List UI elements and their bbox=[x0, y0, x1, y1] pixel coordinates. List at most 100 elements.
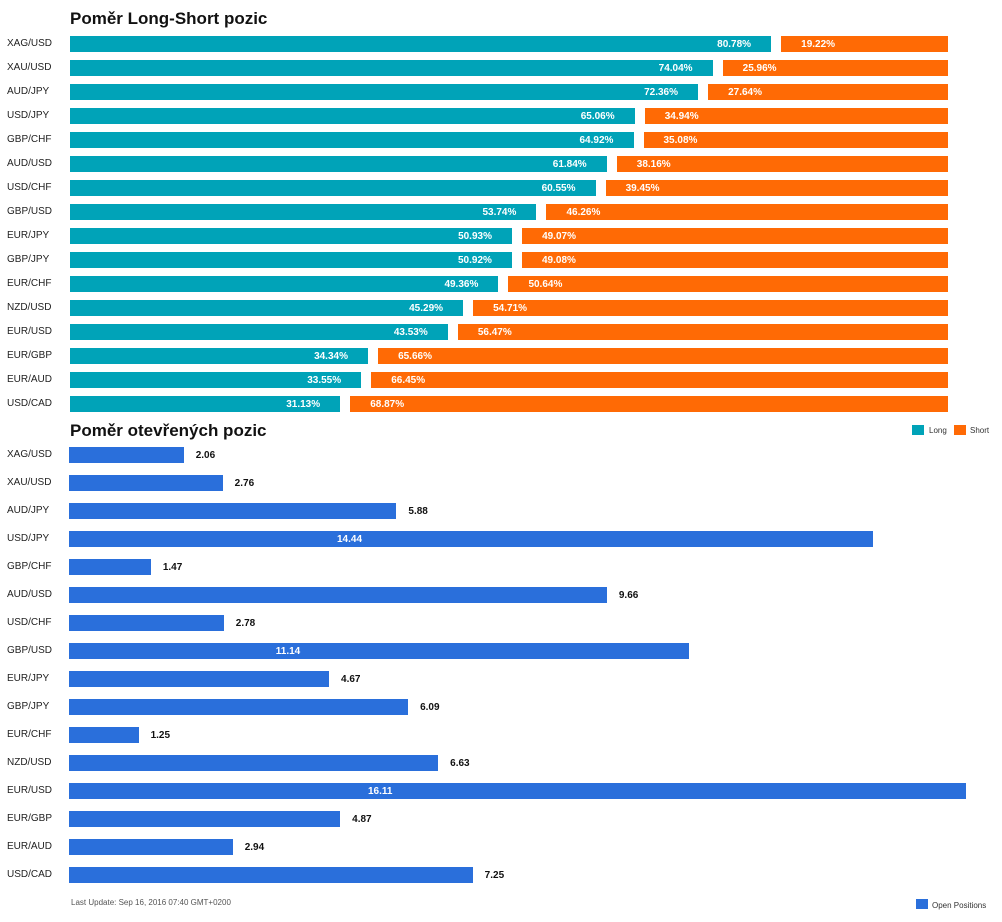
open-positions-value-label: 9.66 bbox=[618, 590, 639, 601]
open-positions-value-label: 14.44 bbox=[337, 534, 363, 545]
long-bar bbox=[70, 108, 635, 124]
short-value-label: 46.26% bbox=[566, 207, 601, 218]
category-label: GBP/CHF bbox=[7, 561, 52, 572]
open-positions-bar bbox=[69, 811, 341, 827]
category-label: USD/JPY bbox=[7, 533, 50, 544]
chart1-title: Poměr Long-Short pozic bbox=[70, 9, 268, 28]
long-value-label: 65.06% bbox=[580, 111, 615, 122]
short-value-label: 66.45% bbox=[391, 375, 426, 386]
short-value-label: 19.22% bbox=[801, 39, 836, 50]
open-positions-value-label: 6.09 bbox=[420, 702, 440, 713]
long-value-label: 33.55% bbox=[307, 375, 342, 386]
category-label: XAG/USD bbox=[7, 38, 53, 49]
long-value-label: 49.36% bbox=[444, 279, 479, 290]
long-value-label: 53.74% bbox=[482, 207, 517, 218]
short-bar bbox=[643, 132, 948, 148]
short-value-label: 49.08% bbox=[541, 255, 576, 266]
open-positions-bar bbox=[69, 531, 873, 547]
long-value-label: 50.92% bbox=[457, 255, 492, 266]
short-bar bbox=[350, 396, 948, 412]
long-bar bbox=[70, 372, 362, 388]
legend-short-label: Short bbox=[970, 426, 990, 435]
long-bar bbox=[70, 396, 341, 412]
short-value-label: 50.64% bbox=[528, 279, 563, 290]
short-value-label: 54.71% bbox=[493, 303, 528, 314]
category-label: GBP/JPY bbox=[7, 701, 50, 712]
short-bar bbox=[708, 84, 948, 100]
category-label: EUR/CHF bbox=[7, 729, 52, 740]
short-bar bbox=[616, 156, 948, 172]
open-positions-value-label: 6.63 bbox=[450, 758, 470, 769]
open-positions-value-label: 11.14 bbox=[275, 646, 301, 657]
category-label: USD/CAD bbox=[7, 869, 53, 880]
category-label: USD/CHF bbox=[7, 182, 52, 193]
long-bar bbox=[70, 348, 369, 364]
open-positions-value-label: 16.11 bbox=[368, 786, 393, 797]
short-value-label: 25.96% bbox=[742, 63, 777, 74]
open-positions-bar bbox=[69, 475, 223, 491]
category-label: EUR/USD bbox=[7, 326, 53, 337]
open-positions-value-label: 5.88 bbox=[408, 506, 428, 517]
long-bar bbox=[70, 300, 464, 316]
long-value-label: 61.84% bbox=[552, 159, 587, 170]
open-positions-bar bbox=[69, 839, 233, 855]
short-value-label: 68.87% bbox=[370, 399, 405, 410]
legend-long-label: Long bbox=[929, 426, 947, 435]
category-label: EUR/GBP bbox=[7, 350, 53, 361]
open-positions-bar bbox=[69, 559, 151, 575]
short-bar bbox=[546, 204, 948, 220]
category-label: NZD/USD bbox=[7, 302, 52, 313]
short-bar bbox=[522, 228, 948, 244]
short-value-label: 65.66% bbox=[398, 351, 432, 362]
open-positions-bar bbox=[69, 503, 397, 519]
open-positions-bar bbox=[69, 727, 139, 743]
open-positions-bar bbox=[69, 615, 224, 631]
open-positions-value-label: 2.76 bbox=[234, 478, 255, 489]
long-value-label: 74.04% bbox=[658, 63, 693, 74]
category-label: AUD/USD bbox=[7, 158, 53, 169]
long-bar bbox=[70, 180, 596, 196]
short-value-label: 27.64% bbox=[728, 87, 762, 98]
category-label: EUR/JPY bbox=[7, 673, 50, 684]
long-value-label: 72.36% bbox=[644, 87, 678, 98]
open-positions-value-label: 2.06 bbox=[195, 450, 216, 461]
category-label: USD/JPY bbox=[7, 110, 50, 121]
short-bar bbox=[644, 108, 948, 124]
short-bar bbox=[371, 372, 948, 388]
legend-short-swatch bbox=[954, 425, 966, 435]
category-label: EUR/GBP bbox=[7, 813, 53, 824]
short-bar bbox=[781, 36, 948, 52]
legend-open-swatch bbox=[916, 899, 928, 909]
category-label: EUR/USD bbox=[7, 785, 53, 796]
category-label: XAG/USD bbox=[7, 449, 53, 460]
long-bar bbox=[70, 324, 448, 340]
long-bar bbox=[70, 276, 499, 292]
open-positions-value-label: 1.47 bbox=[162, 562, 183, 573]
open-positions-bar bbox=[69, 447, 184, 463]
category-label: GBP/USD bbox=[7, 206, 53, 217]
short-bar bbox=[722, 60, 948, 76]
category-label: AUD/USD bbox=[7, 589, 53, 600]
open-positions-bar bbox=[69, 755, 439, 771]
open-positions-bar bbox=[69, 643, 690, 659]
long-value-label: 80.78% bbox=[717, 39, 752, 50]
open-positions-bar bbox=[69, 699, 409, 715]
long-bar bbox=[70, 156, 607, 172]
open-positions-bar bbox=[69, 671, 330, 687]
open-positions-value-label: 2.78 bbox=[235, 618, 256, 629]
category-label: USD/CAD bbox=[7, 398, 53, 409]
open-positions-bar bbox=[69, 783, 966, 799]
open-positions-value-label: 7.25 bbox=[484, 870, 505, 881]
short-bar bbox=[521, 252, 948, 268]
short-value-label: 34.94% bbox=[664, 111, 699, 122]
long-bar bbox=[70, 132, 634, 148]
long-bar bbox=[70, 252, 512, 268]
category-label: EUR/AUD bbox=[7, 841, 53, 852]
short-value-label: 49.07% bbox=[542, 231, 576, 242]
long-bar bbox=[70, 84, 699, 100]
category-label: AUD/JPY bbox=[7, 86, 50, 97]
open-positions-value-label: 4.67 bbox=[341, 674, 361, 685]
category-label: GBP/JPY bbox=[7, 254, 50, 265]
short-value-label: 35.08% bbox=[663, 135, 698, 146]
open-positions-value-label: 1.25 bbox=[150, 730, 171, 741]
